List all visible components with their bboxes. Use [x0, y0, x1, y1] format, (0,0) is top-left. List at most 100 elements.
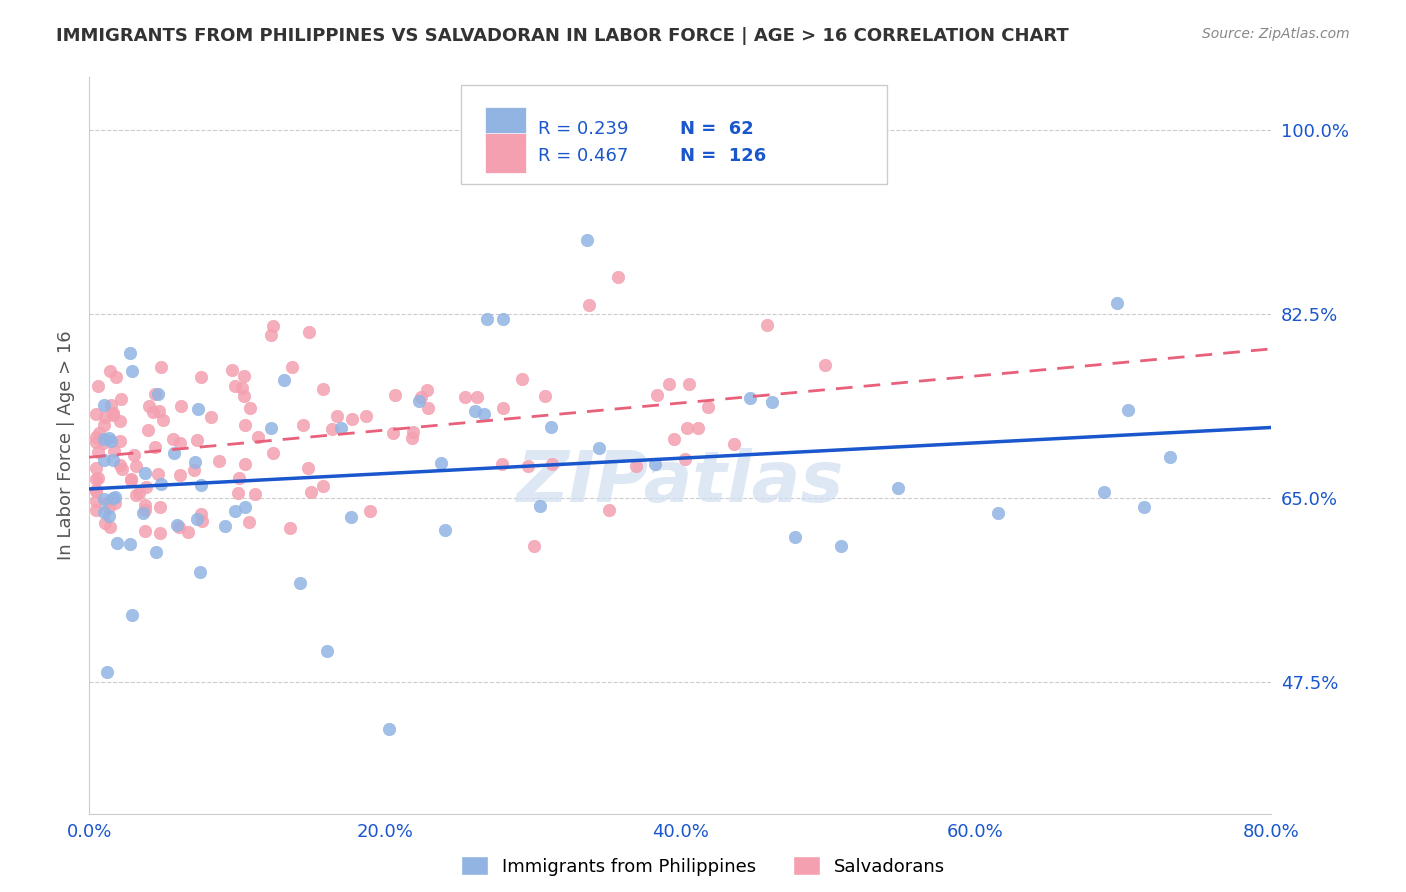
Point	[761, 395, 783, 409]
Point	[93, 453, 115, 467]
Point	[416, 401, 439, 416]
Point	[534, 389, 557, 403]
Point	[169, 467, 191, 482]
Point	[887, 481, 910, 495]
Point	[474, 407, 496, 421]
Point	[540, 420, 562, 434]
Point	[101, 406, 124, 420]
Point	[416, 383, 439, 397]
Point	[576, 234, 599, 248]
Point	[662, 432, 685, 446]
Point	[1105, 296, 1128, 310]
Point	[93, 432, 115, 446]
Point	[243, 486, 266, 500]
Point	[299, 484, 322, 499]
Point	[723, 437, 745, 451]
Point	[110, 392, 132, 407]
Point	[121, 363, 143, 377]
Point	[200, 409, 222, 424]
Point	[163, 446, 186, 460]
Point	[262, 319, 284, 334]
Point	[224, 504, 246, 518]
Point	[105, 370, 128, 384]
Point	[87, 426, 110, 441]
Point	[224, 378, 246, 392]
Point	[190, 369, 212, 384]
Point	[183, 463, 205, 477]
Point	[686, 421, 709, 435]
Point	[297, 460, 319, 475]
Point	[105, 535, 128, 549]
Point	[145, 545, 167, 559]
Point	[340, 412, 363, 426]
Point	[290, 576, 312, 591]
Point	[86, 483, 108, 498]
Text: ZIPatlas: ZIPatlas	[516, 448, 844, 516]
Point	[606, 270, 628, 285]
Point	[108, 414, 131, 428]
Point	[138, 399, 160, 413]
Text: R = 0.467: R = 0.467	[538, 147, 628, 165]
Point	[738, 391, 761, 405]
Point	[624, 459, 647, 474]
Point	[98, 520, 121, 534]
Point	[93, 491, 115, 506]
Point	[673, 452, 696, 467]
Point	[103, 444, 125, 458]
Point	[516, 458, 538, 473]
Point	[814, 358, 837, 372]
Point	[149, 500, 172, 515]
Point	[86, 494, 108, 508]
Point	[312, 382, 335, 396]
Point	[186, 512, 208, 526]
Point	[125, 488, 148, 502]
Point	[101, 408, 124, 422]
Point	[118, 345, 141, 359]
Point	[132, 506, 155, 520]
Point	[120, 472, 142, 486]
Point	[297, 325, 319, 339]
Point	[135, 480, 157, 494]
Point	[830, 540, 852, 554]
Y-axis label: In Labor Force | Age > 16: In Labor Force | Age > 16	[58, 331, 75, 560]
Point	[184, 455, 207, 469]
Point	[86, 430, 108, 444]
Point	[464, 404, 486, 418]
Point	[148, 467, 170, 482]
Point	[86, 472, 108, 486]
Point	[1092, 484, 1115, 499]
Point	[411, 390, 433, 404]
Point	[312, 479, 335, 493]
Point	[93, 409, 115, 424]
Point	[233, 457, 256, 471]
Point	[492, 312, 515, 326]
Point	[93, 398, 115, 412]
Point	[678, 376, 700, 391]
Point	[233, 500, 256, 514]
Point	[143, 387, 166, 401]
Point	[675, 421, 697, 435]
Point	[87, 470, 110, 484]
FancyBboxPatch shape	[485, 107, 526, 147]
Point	[315, 643, 337, 657]
Point	[149, 525, 172, 540]
Point	[98, 364, 121, 378]
Point	[190, 507, 212, 521]
Point	[98, 508, 121, 523]
Text: Source: ZipAtlas.com: Source: ZipAtlas.com	[1202, 27, 1350, 41]
Point	[262, 446, 284, 460]
Point	[356, 409, 378, 423]
Point	[100, 398, 122, 412]
Point	[98, 494, 121, 508]
Point	[756, 318, 779, 332]
Point	[149, 360, 172, 375]
Point	[578, 297, 600, 311]
Point	[492, 401, 515, 415]
Point	[208, 454, 231, 468]
Point	[87, 378, 110, 392]
Point	[233, 417, 256, 432]
Point	[645, 388, 668, 402]
Point	[188, 565, 211, 579]
Point	[190, 478, 212, 492]
Text: IMMIGRANTS FROM PHILIPPINES VS SALVADORAN IN LABOR FORCE | AGE > 16 CORRELATION : IMMIGRANTS FROM PHILIPPINES VS SALVADORA…	[56, 27, 1069, 45]
